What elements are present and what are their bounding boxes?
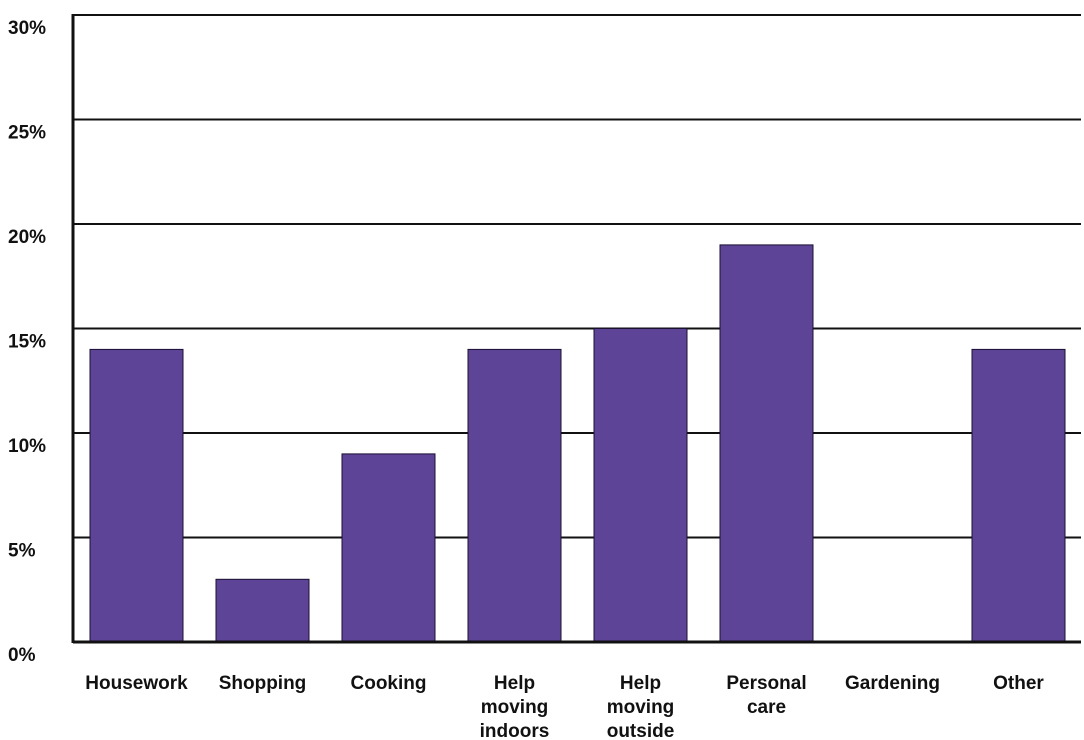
bar xyxy=(971,348,1066,643)
y-tick-label: 30% xyxy=(8,18,46,39)
bar xyxy=(593,328,688,643)
x-tick-label: Personal care xyxy=(726,673,806,718)
y-tick-label: 20% xyxy=(8,227,46,248)
bar xyxy=(341,453,436,643)
x-tick-label: Other xyxy=(993,673,1044,694)
bar xyxy=(215,578,310,643)
x-tick-label: Shopping xyxy=(219,673,307,694)
x-tick-label: Cooking xyxy=(351,673,427,694)
bars xyxy=(89,244,1066,643)
y-tick-labels: 0% 5% 10% 15% 20% 25% 30% xyxy=(8,18,46,666)
x-tick-label: Gardening xyxy=(845,673,940,694)
x-tick-label: Help moving outside xyxy=(607,673,675,740)
x-tick-labels: Housework Shopping Cooking Help moving indoor… xyxy=(85,673,1044,740)
y-tick-label: 25% xyxy=(8,123,46,144)
bar xyxy=(719,244,814,643)
x-tick-label: Help moving indoors xyxy=(480,673,550,740)
y-tick-label: 15% xyxy=(8,332,46,353)
x-tick-label: Housework xyxy=(85,673,188,694)
bar xyxy=(467,348,562,643)
y-tick-label: 5% xyxy=(8,541,36,562)
axes xyxy=(71,14,1081,644)
bar xyxy=(89,348,184,643)
y-tick-label: 10% xyxy=(8,436,46,457)
y-tick-label: 0% xyxy=(8,645,36,666)
gridlines xyxy=(73,14,1081,539)
